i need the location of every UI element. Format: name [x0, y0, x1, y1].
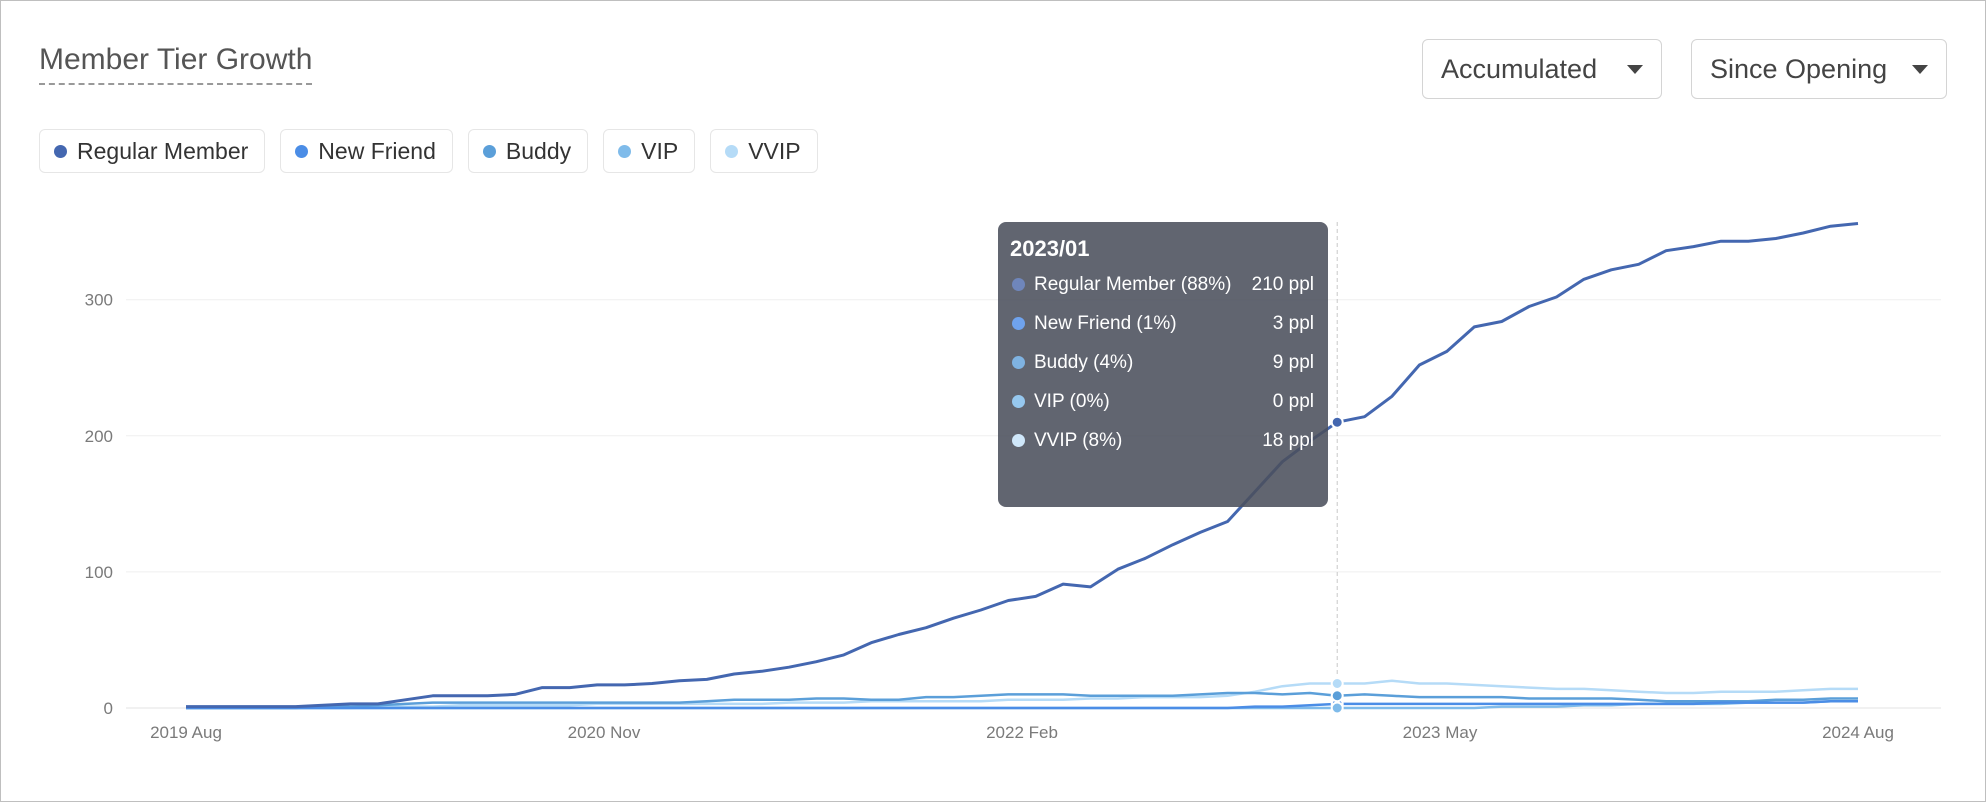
accumulated-dropdown-label: Accumulated — [1441, 53, 1598, 84]
tooltip-row-value: 0 ppl — [1272, 391, 1314, 412]
legend-dot-icon — [482, 144, 496, 158]
x-tick-label: 2022 Feb — [986, 723, 1058, 742]
caret-down-icon — [1627, 64, 1643, 74]
legend-label: VIP — [641, 137, 679, 164]
legend-label: Regular Member — [77, 137, 249, 164]
legend-item-new-friend[interactable]: New Friend — [280, 129, 453, 173]
series-line-vvip — [186, 679, 1858, 710]
legend-label: New Friend — [318, 137, 436, 164]
x-tick-label: 2023 May — [1403, 723, 1478, 742]
tooltip-row-value: 18 ppl — [1262, 430, 1314, 451]
y-tick-label: 200 — [85, 427, 113, 446]
tooltip-dot-icon — [1012, 356, 1025, 369]
hover-marker — [1330, 415, 1344, 429]
legend-dot-icon — [618, 144, 632, 158]
tooltip-row-new-friend: New Friend (1%) 3 ppl — [1010, 311, 1314, 336]
tooltip-row-name: Regular Member (88%) — [1034, 274, 1232, 295]
tooltip-dot-icon — [1012, 317, 1025, 330]
legend-label: VVIP — [748, 137, 801, 164]
legend-dot-icon — [725, 144, 739, 158]
y-tick-label: 300 — [85, 291, 113, 310]
tooltip-dot-icon — [1012, 278, 1025, 291]
date-range-dropdown-label: Since Opening — [1710, 53, 1888, 84]
tooltip-row-value: 9 ppl — [1272, 352, 1314, 373]
tooltip-row-vvip: VVIP (8%) 18 ppl — [1010, 428, 1314, 453]
date-range-dropdown[interactable]: Since Opening — [1691, 39, 1947, 99]
tooltip-row-buddy: Buddy (4%) 9 ppl — [1010, 350, 1314, 375]
chart-legend: Regular Member New Friend Buddy VIP VVIP — [39, 129, 818, 173]
tooltip-row-name: VIP (0%) — [1034, 391, 1110, 412]
chart-title: Member Tier Growth — [39, 43, 313, 85]
accumulated-dropdown[interactable]: Accumulated — [1422, 39, 1662, 99]
tooltip-row-vip: VIP (0%) 0 ppl — [1010, 389, 1314, 414]
hover-marker — [1330, 701, 1344, 715]
tooltip-row-name: Buddy (4%) — [1034, 352, 1134, 373]
x-tick-label: 2020 Nov — [568, 723, 641, 742]
legend-dot-icon — [295, 144, 309, 158]
tooltip-dot-icon — [1012, 395, 1025, 408]
tooltip-row-value: 3 ppl — [1272, 313, 1314, 334]
caret-down-icon — [1912, 64, 1928, 74]
hover-marker — [1330, 677, 1344, 691]
x-tick-label: 2024 Aug — [1822, 723, 1894, 742]
x-tick-label: 2019 Aug — [150, 723, 222, 742]
chart-tooltip: 2023/01 Regular Member (88%) 210 ppl New… — [998, 222, 1328, 507]
hover-marker — [1330, 689, 1344, 703]
y-tick-label: 100 — [85, 563, 113, 582]
tooltip-row-name: New Friend (1%) — [1034, 313, 1177, 334]
legend-item-buddy[interactable]: Buddy — [467, 129, 589, 173]
tooltip-row-name: VVIP (8%) — [1034, 430, 1123, 451]
y-tick-label: 0 — [104, 699, 113, 718]
series-line-regular-member — [186, 222, 1859, 709]
series-line-new-friend — [186, 699, 1858, 710]
legend-dot-icon — [54, 144, 67, 158]
legend-label: Buddy — [505, 137, 572, 164]
legend-item-vip[interactable]: VIP — [603, 129, 696, 173]
legend-item-regular-member[interactable]: Regular Member — [39, 129, 266, 173]
tooltip-title: 2023/01 — [1010, 236, 1090, 261]
series-line-buddy — [186, 691, 1858, 710]
tooltip-row-regular-member: Regular Member (88%) 210 ppl — [1010, 272, 1314, 297]
legend-item-vvip[interactable]: VVIP — [710, 129, 818, 173]
tooltip-dot-icon — [1012, 434, 1025, 447]
tooltip-row-value: 210 ppl — [1251, 274, 1314, 295]
